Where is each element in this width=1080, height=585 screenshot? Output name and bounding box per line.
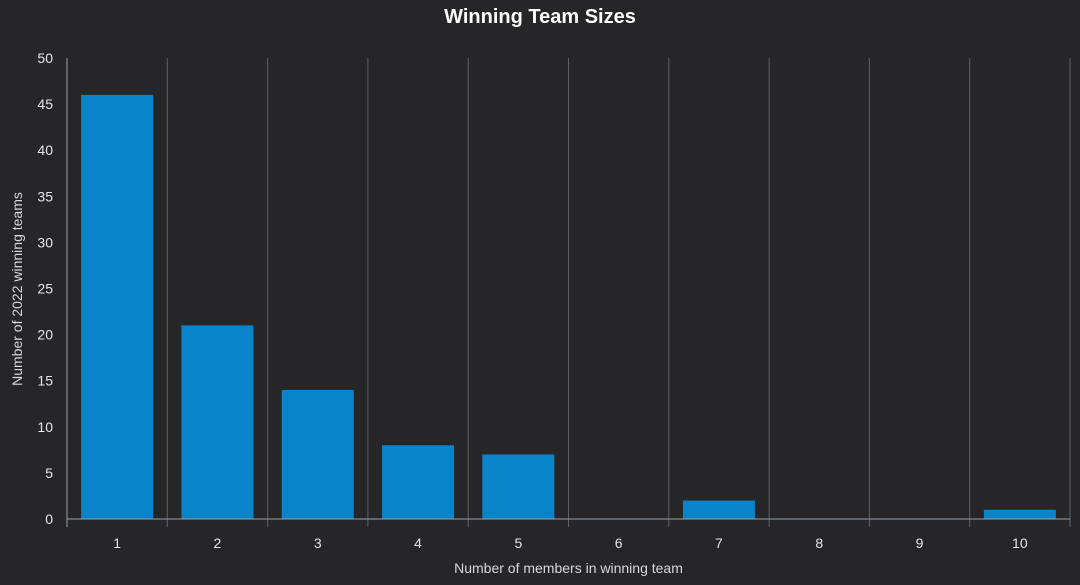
bar-2 xyxy=(181,325,254,519)
bar-10 xyxy=(983,509,1056,519)
x-tick-labels: 1 2 3 4 5 6 7 8 9 10 xyxy=(113,535,1028,551)
x-axis-title: Number of members in winning team xyxy=(454,560,683,576)
x-tick-label: 10 xyxy=(1012,535,1028,551)
bars xyxy=(81,94,1056,519)
x-tick-label: 4 xyxy=(414,535,422,551)
y-tick-label: 5 xyxy=(45,465,53,481)
y-tick-label: 40 xyxy=(37,142,53,158)
x-tick-label: 3 xyxy=(314,535,322,551)
bar-4 xyxy=(382,445,455,519)
bar-7 xyxy=(682,500,755,519)
x-tick-label: 9 xyxy=(916,535,924,551)
bar-1 xyxy=(81,94,154,519)
y-tick-label: 15 xyxy=(37,373,53,389)
y-tick-label: 20 xyxy=(37,327,53,343)
x-tick-label: 2 xyxy=(214,535,222,551)
bar-5 xyxy=(482,454,555,519)
x-tick-label: 5 xyxy=(514,535,522,551)
y-tick-label: 25 xyxy=(37,281,53,297)
x-tick-label: 6 xyxy=(615,535,623,551)
chart-title: Winning Team Sizes xyxy=(444,6,636,28)
axes xyxy=(66,58,1070,527)
x-tick-label: 7 xyxy=(715,535,723,551)
y-tick-label: 50 xyxy=(37,50,53,66)
y-tick-labels: 0 5 10 15 20 25 30 35 40 45 50 xyxy=(37,50,53,527)
y-tick-label: 10 xyxy=(37,419,53,435)
y-tick-label: 30 xyxy=(37,234,53,250)
y-axis-title-text: Number of 2022 winning teams xyxy=(9,192,25,386)
x-tick-label: 8 xyxy=(815,535,823,551)
grid-lines xyxy=(166,58,1071,527)
y-tick-label: 35 xyxy=(37,188,53,204)
y-tick-label: 45 xyxy=(37,96,53,112)
bar-3 xyxy=(281,389,354,519)
x-tick-label: 1 xyxy=(113,535,121,551)
y-tick-label: 0 xyxy=(45,511,53,527)
